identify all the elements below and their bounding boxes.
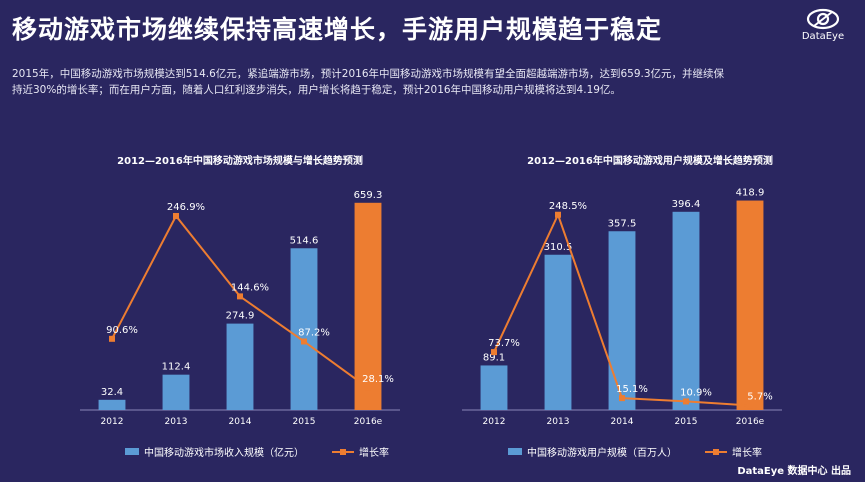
bar [354,202,382,410]
legend-bar-label: 中国移动游戏市场收入规模（亿元） [144,448,304,459]
bar [480,365,508,410]
bar-data-label: 112.4 [162,362,191,373]
growth-rate-label: 10.9% [680,387,712,398]
growth-rate-label: 90.6% [106,325,138,336]
legend-line-label: 增长率 [732,448,762,459]
logo: DataEye [795,8,851,42]
growth-rate-label: 248.5% [549,201,587,212]
logo-text: DataEye [801,31,845,42]
eye-icon [806,8,840,30]
bar-data-label: 659.3 [354,190,383,201]
bar [544,254,572,410]
legend-bar-swatch [508,448,522,455]
growth-rate-label: 144.6% [231,282,269,293]
page-title: 移动游戏市场继续保持高速增长，手游用户规模趋于稳定 [12,15,663,44]
x-tick-label: 2014 [611,417,634,427]
bar-data-label: 310.5 [544,242,573,253]
legend-bar-swatch [125,448,139,455]
x-tick-label: 2015 [293,417,316,427]
x-tick-label: 2012 [101,417,124,427]
bar-data-label: 357.5 [608,218,637,229]
bar-data-label: 32.4 [101,387,123,398]
x-tick-label: 2013 [547,417,570,427]
x-tick-label: 2016e [354,417,383,427]
legend-users: 中国移动游戏用户规模（百万人） 增长率 [508,444,762,459]
bar [736,200,764,410]
bar [672,211,700,410]
growth-rate-label: 73.7% [488,338,520,349]
bar [162,374,190,410]
x-tick-label: 2013 [165,417,188,427]
chart-title-revenue: 2012—2016年中国移动游戏市场规模与增长趋势预测 [117,156,363,167]
growth-rate-point [619,395,625,402]
legend-revenue: 中国移动游戏市场收入规模（亿元） 增长率 [125,444,389,459]
bar [290,248,318,410]
description: 2015年，中国移动游戏市场规模达到514.6亿元，紧追端游市场，预计2016年… [12,68,725,96]
growth-rate-label: 87.2% [298,327,330,338]
bar-data-label: 274.9 [226,311,255,322]
bar [98,399,126,410]
x-tick-label: 2012 [483,417,506,427]
growth-rate-point [237,293,243,300]
legend-line-swatch [332,448,354,455]
bar [608,231,636,410]
x-tick-label: 2015 [675,417,698,427]
growth-rate-point [747,402,753,409]
growth-rate-label: 5.7% [747,392,772,403]
bar-data-label: 89.1 [483,352,505,363]
growth-rate-point [173,213,179,220]
legend-line-swatch [705,448,727,455]
growth-rate-point [109,335,115,342]
bar [226,323,254,410]
bar-data-label: 418.9 [736,188,765,199]
growth-rate-point [365,384,371,391]
growth-rate-label: 246.9% [167,202,205,213]
growth-rate-point [491,349,497,356]
bar-data-label: 514.6 [290,235,319,246]
bar-data-label: 396.4 [672,199,701,210]
growth-rate-label: 28.1% [362,374,394,385]
x-tick-label: 2016e [736,417,765,427]
growth-rate-point [555,211,561,218]
growth-rate-point [683,398,689,405]
growth-rate-label: 15.1% [616,384,648,395]
x-tick-label: 2014 [229,417,252,427]
footer-credit: DataEye 数据中心 出品 [737,466,851,477]
legend-bar-label: 中国移动游戏用户规模（百万人） [527,448,677,459]
growth-rate-point [301,338,307,345]
legend-line-label: 增长率 [359,448,389,459]
chart-title-users: 2012—2016年中国移动游戏用户规模及增长趋势预测 [527,156,773,167]
